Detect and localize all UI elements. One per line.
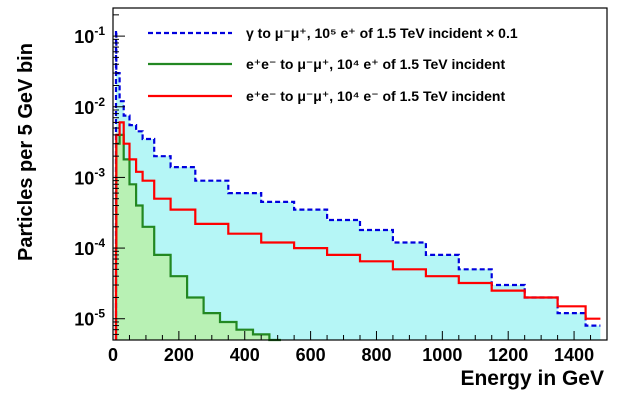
y-axis-label: Particles per 5 GeV bin xyxy=(15,43,37,261)
x-tick-label: 400 xyxy=(230,345,260,365)
x-tick-label: 800 xyxy=(361,345,391,365)
x-tick-label: 1000 xyxy=(422,345,462,365)
x-axis-label: Energy in GeV xyxy=(460,367,604,390)
legend-label-1: γ to μ⁻μ⁺, 10⁵ e⁺ of 1.5 TeV incident × … xyxy=(246,25,518,41)
x-tick-label: 0 xyxy=(108,345,118,365)
series-1-fill xyxy=(116,30,601,340)
x-tick-label: 600 xyxy=(296,345,326,365)
x-axis-ticks: 0 200 400 600 800 1000 1200 1400 xyxy=(108,331,594,365)
legend: γ to μ⁻μ⁺, 10⁵ e⁺ of 1.5 TeV incident × … xyxy=(148,25,518,104)
series-2-fill xyxy=(116,134,281,340)
series-lines xyxy=(114,29,601,342)
series-fills xyxy=(116,30,601,340)
series-1-line xyxy=(114,29,601,340)
series-3-line xyxy=(114,121,601,340)
x-tick-label: 1200 xyxy=(488,345,528,365)
legend-label-3: e⁺e⁻ to μ⁻μ⁺, 10⁴ e⁻ of 1.5 TeV incident xyxy=(246,88,505,104)
legend-label-2: e⁺e⁻ to μ⁻μ⁺, 10⁴ e⁺ of 1.5 TeV incident xyxy=(246,56,505,72)
x-tick-label: 200 xyxy=(164,345,194,365)
x-tick-label: 1400 xyxy=(554,345,594,365)
